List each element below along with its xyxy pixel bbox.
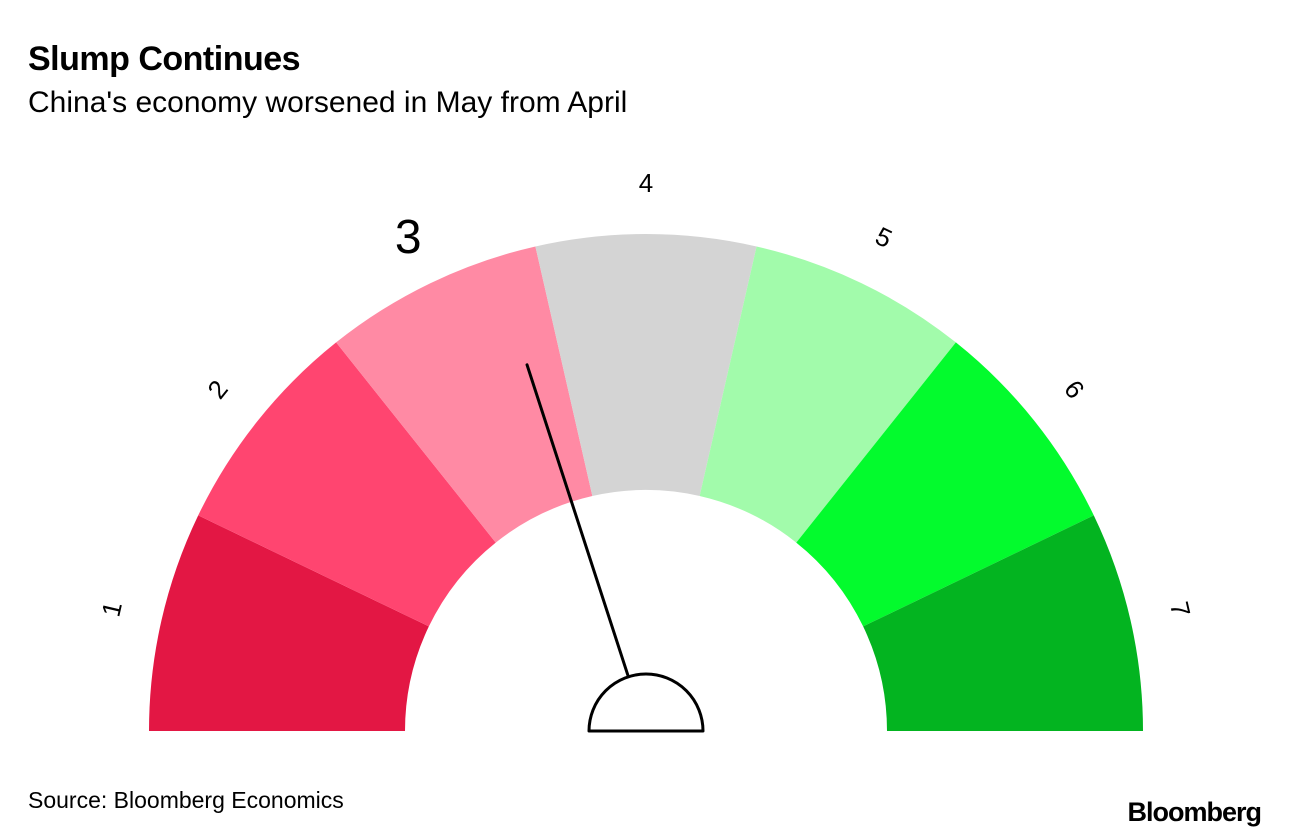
gauge-segment-3 [336, 246, 593, 543]
gauge-segment-2 [198, 342, 496, 627]
gauge-segments [149, 234, 1143, 731]
gauge-segment-1 [149, 515, 429, 731]
gauge-label-1: 1 [96, 599, 128, 620]
gauge-label-4: 4 [639, 168, 653, 198]
gauge-label-7: 7 [1164, 599, 1196, 620]
gauge-segment-7 [863, 515, 1143, 731]
source-note: Source: Bloomberg Economics [28, 787, 344, 813]
gauge-needle [525, 363, 630, 679]
gauge-label-5: 5 [871, 221, 897, 254]
gauge-label-2: 2 [201, 374, 233, 404]
gauge-label-6: 6 [1058, 374, 1090, 404]
gauge-segment-4 [535, 234, 757, 497]
chart-subtitle: China's economy worsened in May from Apr… [28, 86, 628, 119]
gauge-needle-hub [587, 672, 705, 733]
bloomberg-logo: Bloomberg [1127, 797, 1262, 827]
gauge-segment-5 [699, 246, 956, 543]
gauge-segment-6 [796, 342, 1094, 627]
gauge-label-3: 3 [395, 211, 422, 264]
gauge-needle-group [525, 363, 705, 733]
chart-title: Slump Continues [28, 40, 301, 78]
